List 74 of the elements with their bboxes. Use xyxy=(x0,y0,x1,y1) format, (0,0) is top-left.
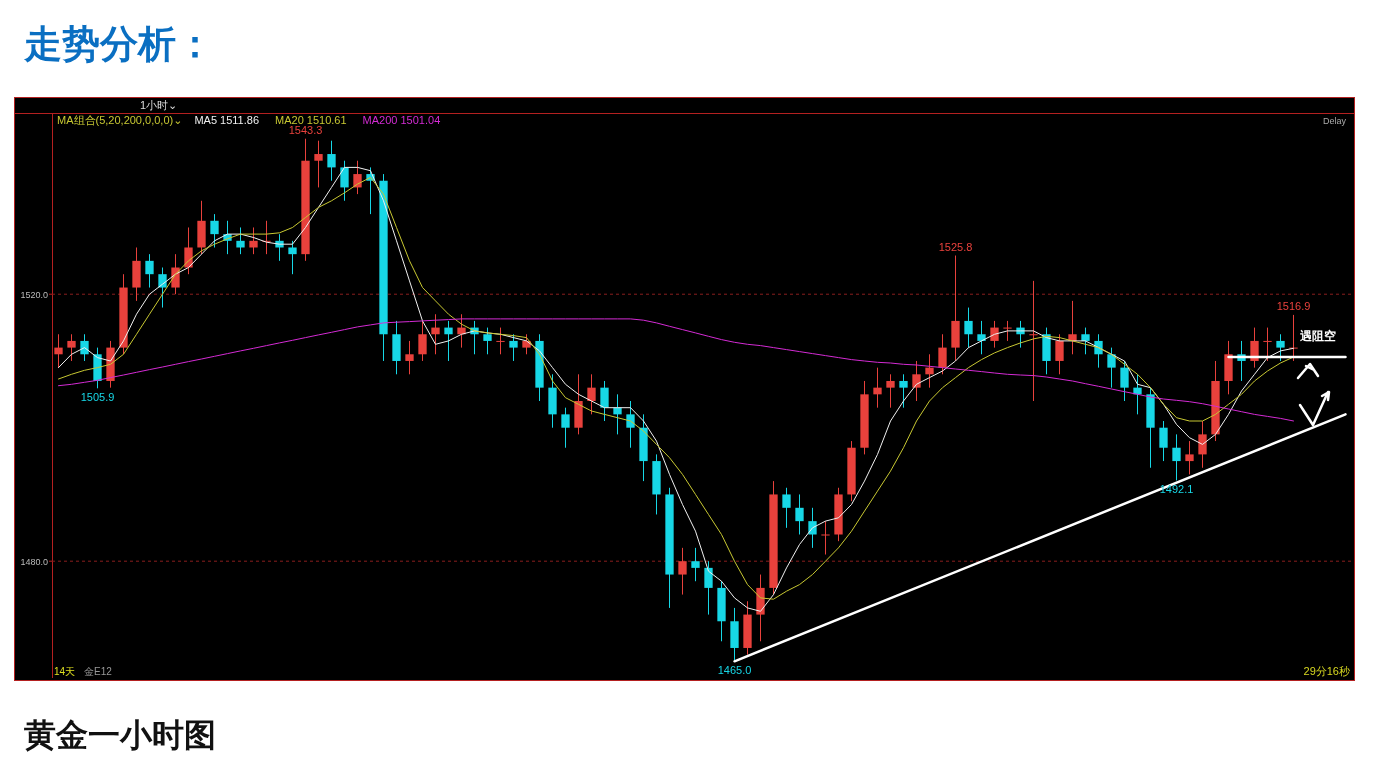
candlestick xyxy=(249,226,258,255)
candlestick xyxy=(509,333,518,362)
candlestick xyxy=(1120,360,1129,402)
candlestick xyxy=(431,313,440,355)
legend-title: MA组合(5,20,200,0,0,0)⌄ xyxy=(57,114,183,126)
candlestick xyxy=(1198,420,1207,469)
candlestick xyxy=(1159,420,1168,462)
annotation: 遇阻空 xyxy=(1299,329,1336,343)
candlestick xyxy=(925,353,934,389)
text: MA20 1510.61 xyxy=(275,114,347,126)
text: 黄金一小时图 xyxy=(24,717,216,753)
candlestick xyxy=(1003,320,1012,342)
candlestick xyxy=(561,407,570,449)
candlestick xyxy=(67,333,76,362)
candlestick xyxy=(587,373,596,415)
chart-subtitle: 1小时⌄ xyxy=(140,99,178,111)
chart-title: 走势分析： xyxy=(23,23,214,65)
candlestick xyxy=(1029,280,1038,402)
candlestick xyxy=(1107,347,1116,389)
candlestick xyxy=(600,380,609,422)
candlestick xyxy=(496,327,505,355)
candlestick xyxy=(964,307,973,349)
candlestick xyxy=(808,507,817,549)
candlestick xyxy=(990,320,999,349)
y-tick-label: 1480.0 xyxy=(20,556,48,567)
candlestick xyxy=(977,320,986,355)
candlestick xyxy=(340,160,349,202)
candlestick xyxy=(899,373,908,409)
candlestick xyxy=(210,213,219,248)
annotation: 29分16秒 xyxy=(1303,665,1350,677)
annotation: 金E12 xyxy=(84,666,113,677)
candlestick xyxy=(1276,333,1285,362)
annotation: 1505.9 xyxy=(80,391,115,404)
annotation: 14天 xyxy=(54,666,76,677)
candlestick xyxy=(145,253,154,289)
candlestick xyxy=(1185,440,1194,475)
candlestick xyxy=(678,547,687,596)
candlestick xyxy=(1081,327,1090,355)
annotation: 1516.9 xyxy=(1276,299,1311,312)
candlestick xyxy=(314,140,323,188)
candlestick xyxy=(873,367,882,409)
candlestick xyxy=(1172,433,1181,481)
candlestick xyxy=(327,140,336,182)
candlestick xyxy=(288,240,297,275)
candlestick xyxy=(795,493,804,535)
text: MA200 1501.04 xyxy=(362,114,441,126)
candlestick xyxy=(1263,327,1272,362)
y-tick-label: 1520.0 xyxy=(20,289,48,300)
annotation: 1525.8 xyxy=(938,240,973,253)
annotation: Delay xyxy=(1322,116,1347,126)
annotation: 1465.0 xyxy=(717,664,752,677)
candlestick xyxy=(886,373,895,409)
candlestick xyxy=(626,400,635,449)
candlestick xyxy=(1250,327,1259,369)
candlestick xyxy=(821,520,830,556)
candlestick xyxy=(54,333,63,369)
candlestick xyxy=(418,320,427,362)
annotation: 1492.1 xyxy=(1159,483,1194,496)
candlestick xyxy=(158,267,167,309)
candlestick xyxy=(782,487,791,529)
candlestick xyxy=(1068,300,1077,355)
candlestick xyxy=(912,360,921,402)
annotation: 1543.3 xyxy=(288,123,323,136)
candlestick xyxy=(236,226,245,255)
candlestick xyxy=(405,340,414,375)
text: MA5 1511.86 xyxy=(194,114,260,126)
candlestick xyxy=(1055,333,1064,375)
candlestick xyxy=(483,327,492,355)
candlestick xyxy=(938,333,947,375)
candlestick xyxy=(704,560,713,616)
candlestick xyxy=(444,320,453,362)
candlestick xyxy=(691,547,700,582)
candlestick xyxy=(613,393,622,435)
line-series xyxy=(58,318,1294,422)
